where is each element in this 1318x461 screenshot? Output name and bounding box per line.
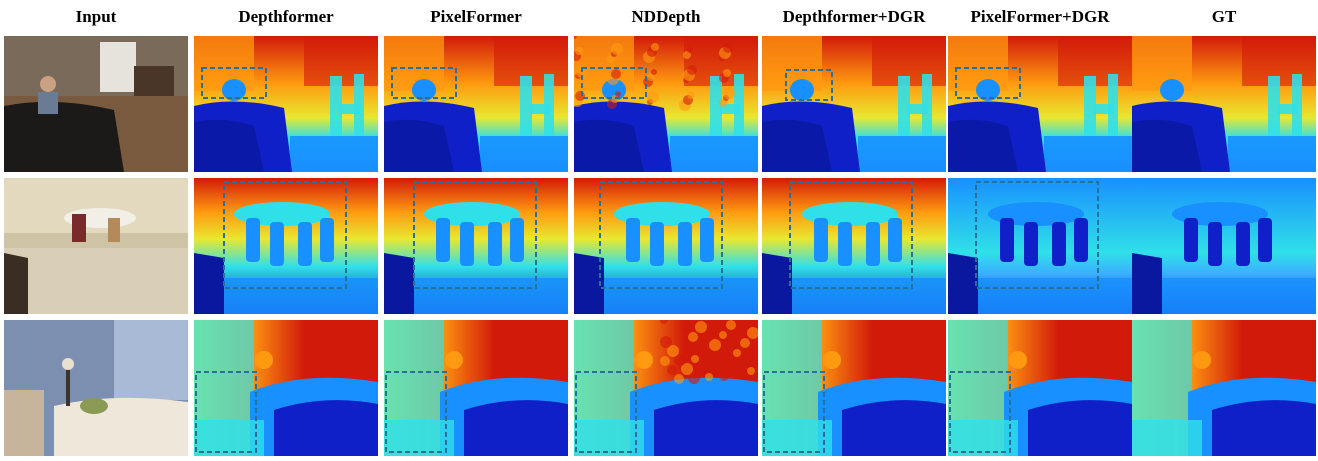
depth-dining-room-image [762,178,946,314]
depth-map-depthformer-dgr-dining-room [762,178,946,314]
depth-dining-room-image [194,178,378,314]
highlight-box [955,67,1021,99]
depth-map-pixelformer-dgr-bedroom [948,320,1132,456]
depth-living-room-image [762,36,946,172]
column-header-pixelformer: PixelFormer [430,7,522,26]
depth-map-nddepth-dining-room [574,178,758,314]
depth-bedroom-image [384,320,568,456]
highlight-box [223,181,347,289]
highlight-box [785,69,833,101]
highlight-box [581,67,647,99]
depth-map-pixelformer-dining-room [384,178,568,314]
depth-bedroom-image [574,320,758,456]
depth-map-gt-bedroom [1132,320,1316,456]
depth-map-pixelformer-dgr-living-room [948,36,1132,172]
depth-dining-room-image [948,178,1132,314]
depth-map-nddepth-living-room [574,36,758,172]
depth-bedroom-image [1132,320,1316,456]
highlight-box [385,371,447,453]
depth-map-pixelformer-living-room [384,36,568,172]
column-header-gt: GT [1211,7,1237,26]
input-photo-input-bedroom [4,320,188,456]
depth-map-pixelformer-dgr-dining-room [948,178,1132,314]
highlight-box [413,181,537,289]
depth-living-room-image [194,36,378,172]
photo-living-room-image [4,36,188,172]
depth-living-room-image [384,36,568,172]
input-photo-input-dining-room [4,178,188,314]
depth-living-room-image [1132,36,1316,172]
highlight-box [575,371,637,453]
depth-bedroom-image [194,320,378,456]
depth-map-gt-living-room [1132,36,1316,172]
depth-map-depthformer-dgr-living-room [762,36,946,172]
depth-living-room-image [948,36,1132,172]
highlight-box [201,67,267,99]
column-header-depthformer: Depthformer [238,7,334,26]
depth-dining-room-image [384,178,568,314]
highlight-box [975,181,1099,289]
photo-bedroom-image [4,320,188,456]
depth-map-depthformer-dining-room [194,178,378,314]
column-header-pixelformer-dgr: PixelFormer+DGR [970,7,1110,26]
depth-map-depthformer-bedroom [194,320,378,456]
depth-dining-room-image [574,178,758,314]
depth-map-depthformer-dgr-bedroom [762,320,946,456]
input-photo-input-living-room [4,36,188,172]
depth-living-room-image [574,36,758,172]
depth-map-pixelformer-bedroom [384,320,568,456]
depth-map-depthformer-living-room [194,36,378,172]
column-header-input: Input [75,7,117,26]
column-header-nddepth: NDDepth [631,7,701,26]
depth-map-gt-dining-room [1132,178,1316,314]
highlight-box [391,67,457,99]
highlight-box [195,371,257,453]
column-header-depthformer-dgr: Depthformer+DGR [782,7,926,26]
depth-map-nddepth-bedroom [574,320,758,456]
photo-dining-room-image [4,178,188,314]
highlight-box [949,371,1011,453]
depth-bedroom-image [762,320,946,456]
highlight-box [763,371,825,453]
highlight-box [599,181,723,289]
depth-dining-room-image [1132,178,1316,314]
highlight-box [789,181,913,289]
depth-bedroom-image [948,320,1132,456]
